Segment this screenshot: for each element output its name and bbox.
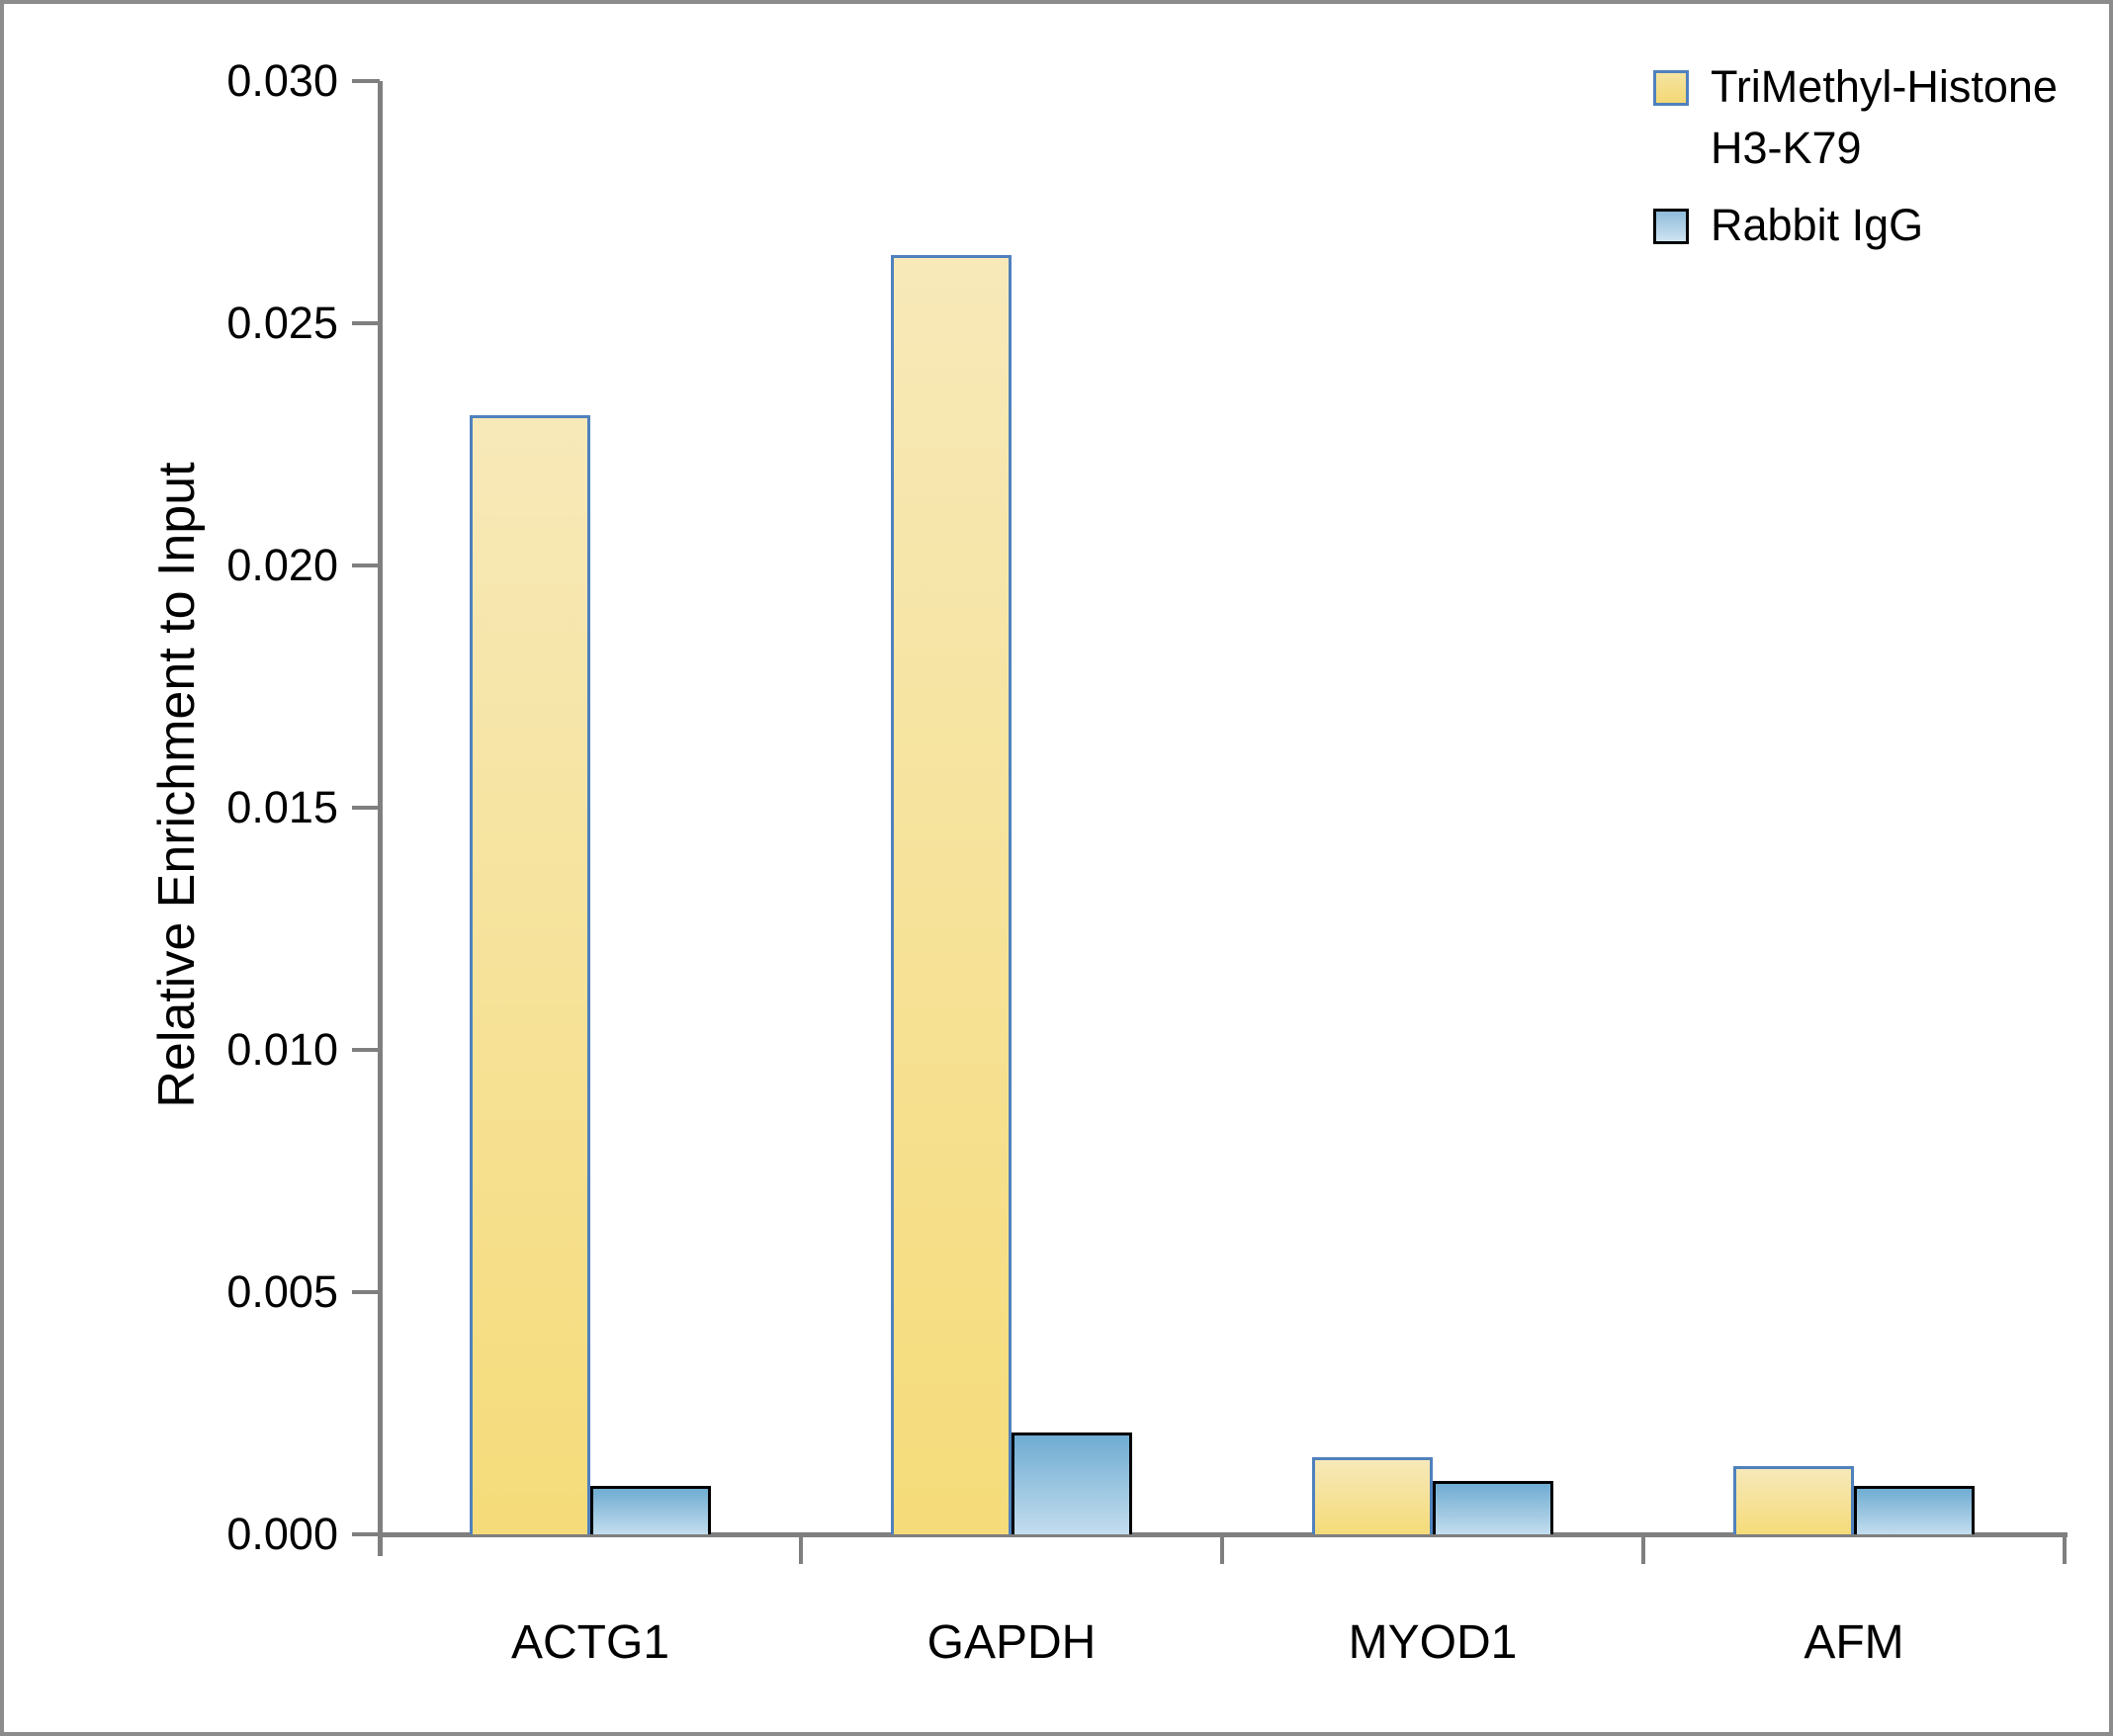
y-tick-label: 0.030 (226, 55, 338, 106)
y-tick (352, 1290, 380, 1294)
x-boundary-tick (1220, 1534, 1224, 1564)
bar-rabbit-igg-afm (1854, 1486, 1975, 1534)
x-category-label-myod1: MYOD1 (1348, 1616, 1518, 1669)
y-tick (352, 564, 380, 567)
y-tick-label: 0.020 (226, 540, 338, 590)
bar-trimethyl-histone-h3-k79-actg1 (470, 415, 590, 1534)
bar-trimethyl-histone-h3-k79-afm (1733, 1466, 1854, 1534)
bar-rabbit-igg-actg1 (590, 1486, 711, 1534)
y-tick-label: 0.000 (226, 1509, 338, 1559)
x-boundary-tick (1641, 1534, 1645, 1564)
legend-label-rabbit-igg: Rabbit IgG (1711, 200, 1924, 250)
bar-trimethyl-histone-h3-k79-myod1 (1312, 1457, 1433, 1534)
bar-trimethyl-histone-h3-k79-gapdh (891, 255, 1012, 1534)
y-tick (352, 806, 380, 810)
y-tick (352, 321, 380, 325)
legend-item-trimethyl-histone-h3-k79: TriMethyl-Histone H3-K79 (1653, 61, 2088, 179)
x-category-label-afm: AFM (1804, 1616, 1904, 1669)
bar-rabbit-igg-myod1 (1433, 1481, 1553, 1534)
y-tick-label: 0.015 (226, 782, 338, 832)
x-category-label-actg1: ACTG1 (510, 1616, 670, 1669)
bar-rabbit-igg-gapdh (1012, 1432, 1132, 1534)
y-tick (352, 79, 380, 83)
x-category-label-gapdh: GAPDH (926, 1616, 1097, 1669)
y-tick (352, 1532, 380, 1536)
y-axis-line (378, 81, 383, 1556)
y-tick-label: 0.005 (226, 1266, 338, 1317)
x-boundary-tick (2063, 1534, 2067, 1564)
legend-label-trimethyl-histone-h3-k79: TriMethyl-Histone H3-K79 (1711, 61, 2058, 173)
legend: TriMethyl-Histone H3-K79 Rabbit IgG (1653, 61, 2088, 282)
y-tick-label: 0.010 (226, 1024, 338, 1075)
y-tick (352, 1048, 380, 1052)
legend-swatch-trimethyl-histone-h3-k79-icon (1653, 70, 1689, 106)
y-tick-label: 0.025 (226, 298, 338, 348)
legend-swatch-rabbit-igg-icon (1653, 209, 1689, 244)
legend-item-rabbit-igg: Rabbit IgG (1653, 200, 2088, 256)
x-boundary-tick (799, 1534, 803, 1564)
